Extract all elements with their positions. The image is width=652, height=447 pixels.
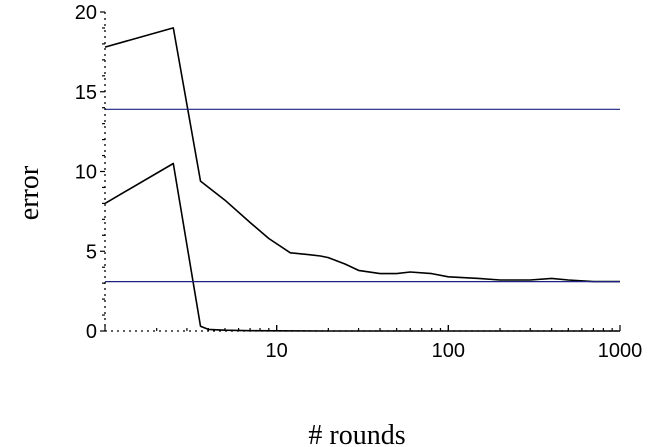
y-tick-label: 5 bbox=[86, 241, 97, 263]
series-line-1 bbox=[104, 27, 620, 283]
y-tick-label: 15 bbox=[75, 82, 97, 104]
x-tick-label: 1000 bbox=[598, 340, 643, 362]
series-line-2 bbox=[104, 162, 620, 332]
plot-area bbox=[104, 27, 620, 332]
x-tick-label: 10 bbox=[266, 340, 288, 362]
x-axis-title: # rounds bbox=[308, 420, 405, 447]
y-tick-label: 20 bbox=[75, 2, 97, 24]
y-axis-title: error bbox=[14, 165, 45, 220]
y-tick-label: 10 bbox=[75, 162, 97, 184]
axes: 0 5 10 15 20 10 100 1000 bbox=[75, 2, 643, 362]
x-tick-label: 100 bbox=[432, 340, 465, 362]
y-tick-label: 0 bbox=[86, 321, 97, 343]
